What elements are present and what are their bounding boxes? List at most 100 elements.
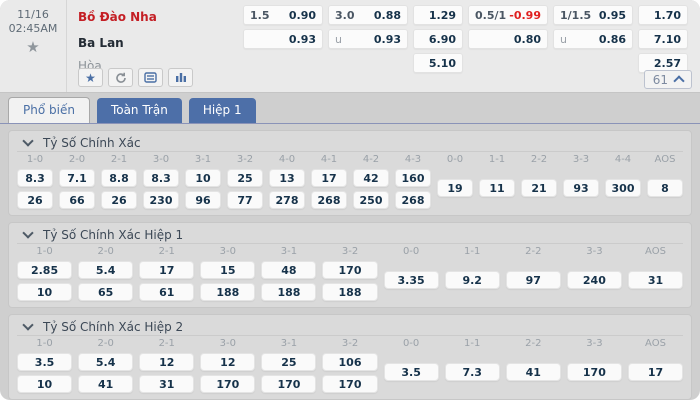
favorite-button[interactable]: ★	[78, 68, 103, 87]
odds-cell[interactable]: 41	[78, 375, 134, 393]
odds-cell[interactable]: 0.93	[243, 29, 323, 49]
odds-value: 5.10	[428, 56, 456, 70]
odds-cell[interactable]: 8.3	[17, 169, 53, 187]
1x2-fulltime-column: 1.29 6.90 5.10	[413, 5, 463, 73]
odds-cell[interactable]: u 0.86	[553, 29, 633, 49]
odds-cell[interactable]: 6.90	[413, 29, 463, 49]
odds-cell[interactable]: 3.35	[383, 271, 439, 289]
odds-cell[interactable]: 96	[185, 191, 221, 209]
odds-cell[interactable]: 230	[143, 191, 179, 209]
odds-cell[interactable]: 106	[322, 353, 378, 371]
odds-cell[interactable]: 0.80	[468, 29, 548, 49]
odds-cell[interactable]: 7.1	[59, 169, 95, 187]
tab-0[interactable]: Phổ biến	[8, 97, 90, 123]
odds-cell[interactable]: 7.3	[444, 363, 500, 381]
odds-cell[interactable]: 77	[227, 191, 263, 209]
chevron-down-icon[interactable]	[22, 227, 34, 239]
odds-cell[interactable]: 61	[139, 283, 195, 301]
odds-value: -0.99	[509, 8, 541, 22]
odds-cell[interactable]: 1/1.5 0.95	[553, 5, 633, 25]
odds-cell[interactable]: 7.10	[638, 29, 688, 49]
odds-cell[interactable]: 8.3	[143, 169, 179, 187]
odds-cell[interactable]: 300	[605, 179, 641, 197]
under-label: u	[335, 32, 342, 46]
odds-cell[interactable]: 1.5 0.90	[243, 5, 323, 25]
odds-cell[interactable]: 48	[261, 261, 317, 279]
market-count-toggle[interactable]: 61	[643, 70, 692, 89]
odds-cell[interactable]: 12	[200, 353, 256, 371]
odds-cell[interactable]: 3.5	[17, 353, 73, 371]
odds-cell[interactable]: 9.2	[444, 271, 500, 289]
odds-cell[interactable]: 170	[566, 363, 622, 381]
home-team-name[interactable]: Bồ Đào Nha	[78, 10, 157, 24]
odds-cell[interactable]: 170	[200, 375, 256, 393]
odds-cell[interactable]: 66	[59, 191, 95, 209]
score-header: 1-1	[488, 154, 506, 165]
odds-cell[interactable]: 2.85	[17, 261, 73, 279]
odds-cell[interactable]: 26	[101, 191, 137, 209]
odds-cell[interactable]: 5.4	[78, 261, 134, 279]
odds-cell[interactable]: 5.4	[78, 353, 134, 371]
odds-cell[interactable]: 8	[647, 179, 683, 197]
odds-cell[interactable]: 1.29	[413, 5, 463, 25]
odds-cell[interactable]: 19	[437, 179, 473, 197]
odds-cell[interactable]: 31	[627, 271, 684, 289]
odds-cell[interactable]: 12	[139, 353, 195, 371]
stats-button[interactable]	[168, 68, 193, 87]
odds-cell[interactable]: u 0.93	[328, 29, 408, 49]
odds-cell[interactable]: 188	[261, 283, 317, 301]
odds-cell[interactable]: 25	[227, 169, 263, 187]
odds-cell[interactable]: 3.5	[383, 363, 439, 381]
odds-cell[interactable]: 188	[200, 283, 256, 301]
score-header: 2-0	[97, 246, 114, 257]
odds-cell[interactable]: 278	[269, 191, 305, 209]
odds-cell[interactable]: 25	[261, 353, 317, 371]
odds-cell[interactable]: 10	[185, 169, 221, 187]
score-header: 2-0	[97, 338, 114, 349]
score-header: 4-4	[614, 154, 632, 165]
odds-cell[interactable]: 268	[311, 191, 347, 209]
odds-cell[interactable]: 240	[566, 271, 622, 289]
odds-cell[interactable]: 5.10	[413, 53, 463, 73]
odds-cell[interactable]: 188	[322, 283, 378, 301]
odds-cell[interactable]: 21	[521, 179, 557, 197]
away-team-name[interactable]: Ba Lan	[78, 36, 124, 50]
odds-cell[interactable]: 10	[17, 283, 73, 301]
odds-cell[interactable]: 11	[479, 179, 515, 197]
tab-2[interactable]: Hiệp 1	[188, 98, 256, 123]
odds-cell[interactable]: 42	[353, 169, 389, 187]
score-header: 3-3	[586, 246, 603, 257]
odds-cell[interactable]: 17	[311, 169, 347, 187]
odds-cell[interactable]: 160	[395, 169, 431, 187]
tab-1[interactable]: Toàn Trận	[96, 98, 182, 123]
odds-cell[interactable]: 170	[261, 375, 317, 393]
odds-cell[interactable]: 170	[322, 375, 378, 393]
chevron-down-icon[interactable]	[22, 319, 34, 331]
odds-cell[interactable]: 10	[17, 375, 73, 393]
favorite-star-icon[interactable]: ★	[26, 38, 40, 56]
odds-cell[interactable]: 97	[505, 271, 561, 289]
odds-cell[interactable]: 0.5/1 -0.99	[468, 5, 548, 25]
betslip-button[interactable]	[138, 68, 163, 87]
score-header: AOS	[645, 246, 666, 257]
odds-cell[interactable]: 17	[627, 363, 684, 381]
odds-cell[interactable]: 31	[139, 375, 195, 393]
refresh-button[interactable]	[108, 68, 133, 87]
odds-cell[interactable]: 1.70	[638, 5, 688, 25]
score-header: 2-1	[158, 338, 175, 349]
odds-cell[interactable]: 250	[353, 191, 389, 209]
odds-cell[interactable]: 170	[322, 261, 378, 279]
odds-cell[interactable]: 65	[78, 283, 134, 301]
score-header: 2-0	[68, 154, 86, 165]
odds-cell[interactable]: 41	[505, 363, 561, 381]
odds-cell[interactable]: 268	[395, 191, 431, 209]
odds-cell[interactable]: 26	[17, 191, 53, 209]
odds-cell[interactable]: 17	[139, 261, 195, 279]
odds-cell[interactable]: 3.0 0.88	[328, 5, 408, 25]
odds-cell[interactable]: 13	[269, 169, 305, 187]
chevron-down-icon[interactable]	[22, 135, 34, 147]
tab-bar: Phổ biến Toàn Trận Hiệp 1	[0, 93, 700, 124]
odds-cell[interactable]: 8.8	[101, 169, 137, 187]
odds-cell[interactable]: 93	[563, 179, 599, 197]
odds-cell[interactable]: 15	[200, 261, 256, 279]
